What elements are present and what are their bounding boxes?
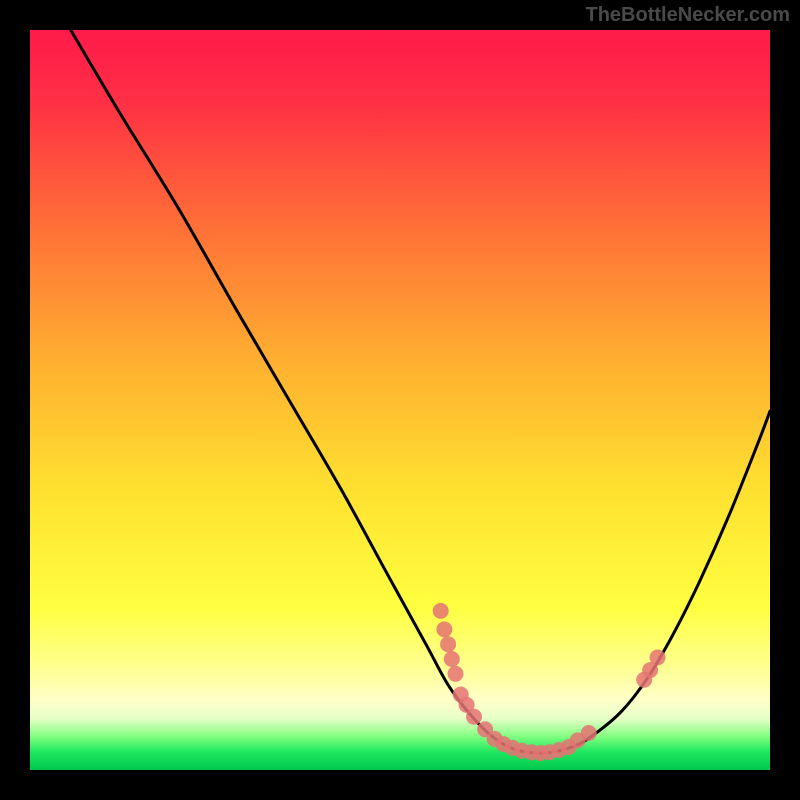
data-marker [433, 603, 449, 619]
data-marker [444, 651, 460, 667]
data-marker [436, 621, 452, 637]
data-marker [581, 725, 597, 741]
data-marker [448, 666, 464, 682]
data-marker [466, 709, 482, 725]
bottleneck-chart [0, 0, 800, 800]
data-marker [650, 650, 666, 666]
chart-container: TheBottleNecker.com [0, 0, 800, 800]
data-marker [440, 636, 456, 652]
watermark-text: TheBottleNecker.com [585, 4, 790, 27]
